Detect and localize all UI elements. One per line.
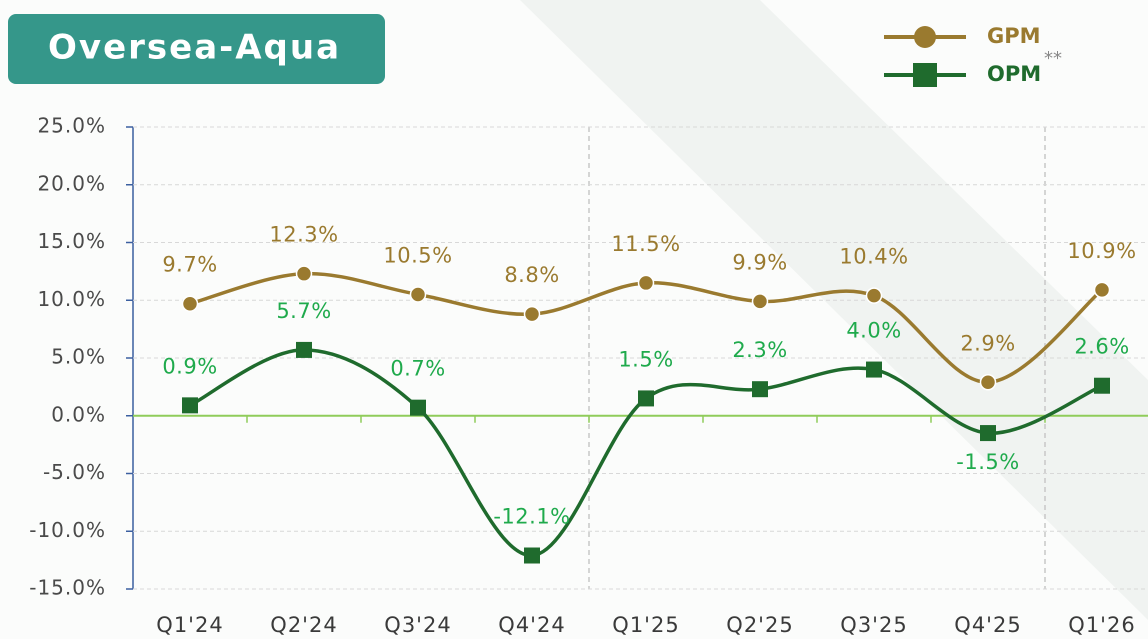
point <box>181 295 199 312</box>
point <box>296 341 312 358</box>
data-label: 2.3% <box>732 338 787 362</box>
chart-title: Oversea-Aqua <box>48 28 341 68</box>
data-label: 2.9% <box>960 331 1015 355</box>
data-label: 10.5% <box>383 243 452 267</box>
legend-label: OPM <box>987 62 1041 86</box>
data-label: 9.9% <box>732 250 787 274</box>
point <box>1094 377 1110 394</box>
point <box>409 286 427 303</box>
data-label: 0.7% <box>390 357 445 381</box>
x-tick-label: Q2'25 <box>726 613 793 637</box>
y-tick-label: -15.0% <box>29 576 106 600</box>
point <box>295 265 313 282</box>
point <box>980 425 996 442</box>
point <box>410 399 426 416</box>
point <box>637 274 655 292</box>
data-label: -12.1% <box>493 505 570 529</box>
x-tick-label: Q1'25 <box>612 613 679 637</box>
legend: GPM OPM** <box>884 24 1062 87</box>
y-tick-label: -10.0% <box>29 518 106 542</box>
data-label: 10.9% <box>1067 239 1136 263</box>
title-box <box>8 14 385 84</box>
data-label: 8.8% <box>504 263 559 287</box>
point <box>866 361 882 378</box>
y-tick-label: 0.0% <box>51 402 106 426</box>
data-label: 9.7% <box>162 253 217 277</box>
point <box>1093 281 1111 299</box>
decor-band <box>520 0 1148 620</box>
y-tick-label: -5.0% <box>43 460 106 484</box>
legend-note: ** <box>1044 48 1062 69</box>
data-label: 4.0% <box>846 319 901 343</box>
point <box>979 374 997 391</box>
x-tick-label: Q4'25 <box>954 613 1021 637</box>
legend-label: GPM <box>987 24 1041 48</box>
point <box>751 293 769 310</box>
point <box>182 397 198 414</box>
series-line <box>189 271 1104 385</box>
x-tick-label: Q3'25 <box>840 613 907 637</box>
legend-marker <box>913 63 937 87</box>
data-label: 0.9% <box>162 354 217 378</box>
x-tick-label: Q1'26 <box>1068 613 1135 637</box>
legend-marker <box>914 26 936 48</box>
data-label: 2.6% <box>1074 335 1129 359</box>
point <box>638 390 654 407</box>
data-label: -1.5% <box>956 450 1019 474</box>
y-tick-label: 15.0% <box>37 229 106 253</box>
series-line <box>189 348 1103 558</box>
data-label: 12.3% <box>269 223 338 247</box>
y-tick-label: 5.0% <box>51 345 106 369</box>
data-label: 11.5% <box>611 232 680 256</box>
x-tick-label: Q2'24 <box>270 613 337 637</box>
x-tick-label: Q3'24 <box>384 613 451 637</box>
point <box>524 547 540 564</box>
point <box>865 287 883 304</box>
data-label: 1.5% <box>618 347 673 371</box>
x-tick-label: Q4'24 <box>498 613 565 637</box>
point <box>752 381 768 398</box>
point <box>523 305 541 323</box>
x-tick-label: Q1'24 <box>156 613 223 637</box>
y-tick-label: 25.0% <box>37 114 106 138</box>
data-label: 5.7% <box>276 299 331 323</box>
y-tick-label: 10.0% <box>37 287 106 311</box>
data-label: 10.4% <box>839 245 908 269</box>
y-tick-label: 20.0% <box>37 171 106 195</box>
